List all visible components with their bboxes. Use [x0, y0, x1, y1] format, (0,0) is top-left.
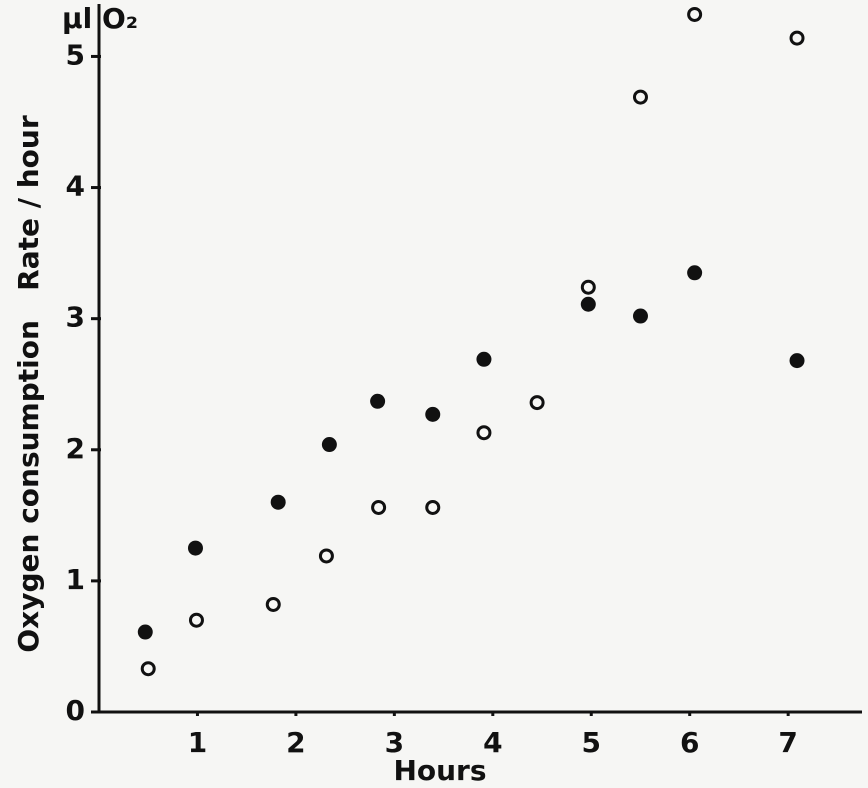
x-tick-label: 7 [778, 726, 797, 759]
filled-point [789, 353, 805, 369]
open-point [140, 661, 156, 677]
x-tick-label: 5 [582, 726, 601, 759]
open-point [789, 30, 805, 46]
x-tick-label: 2 [286, 726, 305, 759]
open-point [188, 612, 204, 628]
filled-point [137, 624, 153, 640]
y-tick-label: 0 [66, 694, 85, 727]
filled-point [580, 296, 596, 312]
open-point [632, 89, 648, 105]
open-point [265, 596, 281, 612]
y-axis-label: Oxygen consumption Rate / hour [12, 115, 45, 652]
y-tick-label: 2 [66, 432, 85, 465]
open-point [371, 499, 387, 515]
open-point [687, 6, 703, 22]
y-tick-label: 3 [66, 301, 85, 334]
filled-point [187, 540, 203, 556]
open-point [425, 499, 441, 515]
filled-point [425, 406, 441, 422]
filled-point [321, 437, 337, 453]
y-tick-label: 4 [66, 170, 85, 203]
y-tick-label: 1 [66, 563, 85, 596]
open-point [476, 425, 492, 441]
x-tick-label: 3 [385, 726, 404, 759]
x-tick-label: 4 [483, 726, 502, 759]
x-tick-label: 6 [680, 726, 699, 759]
filled-point [632, 308, 648, 324]
open-point [318, 548, 334, 564]
filled-point [476, 351, 492, 367]
open-point [529, 395, 545, 411]
x-axis-label: Hours [393, 754, 486, 787]
y-tick-label: 5 [66, 38, 85, 71]
x-tick-label: 1 [188, 726, 207, 759]
open-point [580, 279, 596, 295]
filled-point [270, 494, 286, 510]
filled-point [370, 393, 386, 409]
filled-point [687, 265, 703, 281]
